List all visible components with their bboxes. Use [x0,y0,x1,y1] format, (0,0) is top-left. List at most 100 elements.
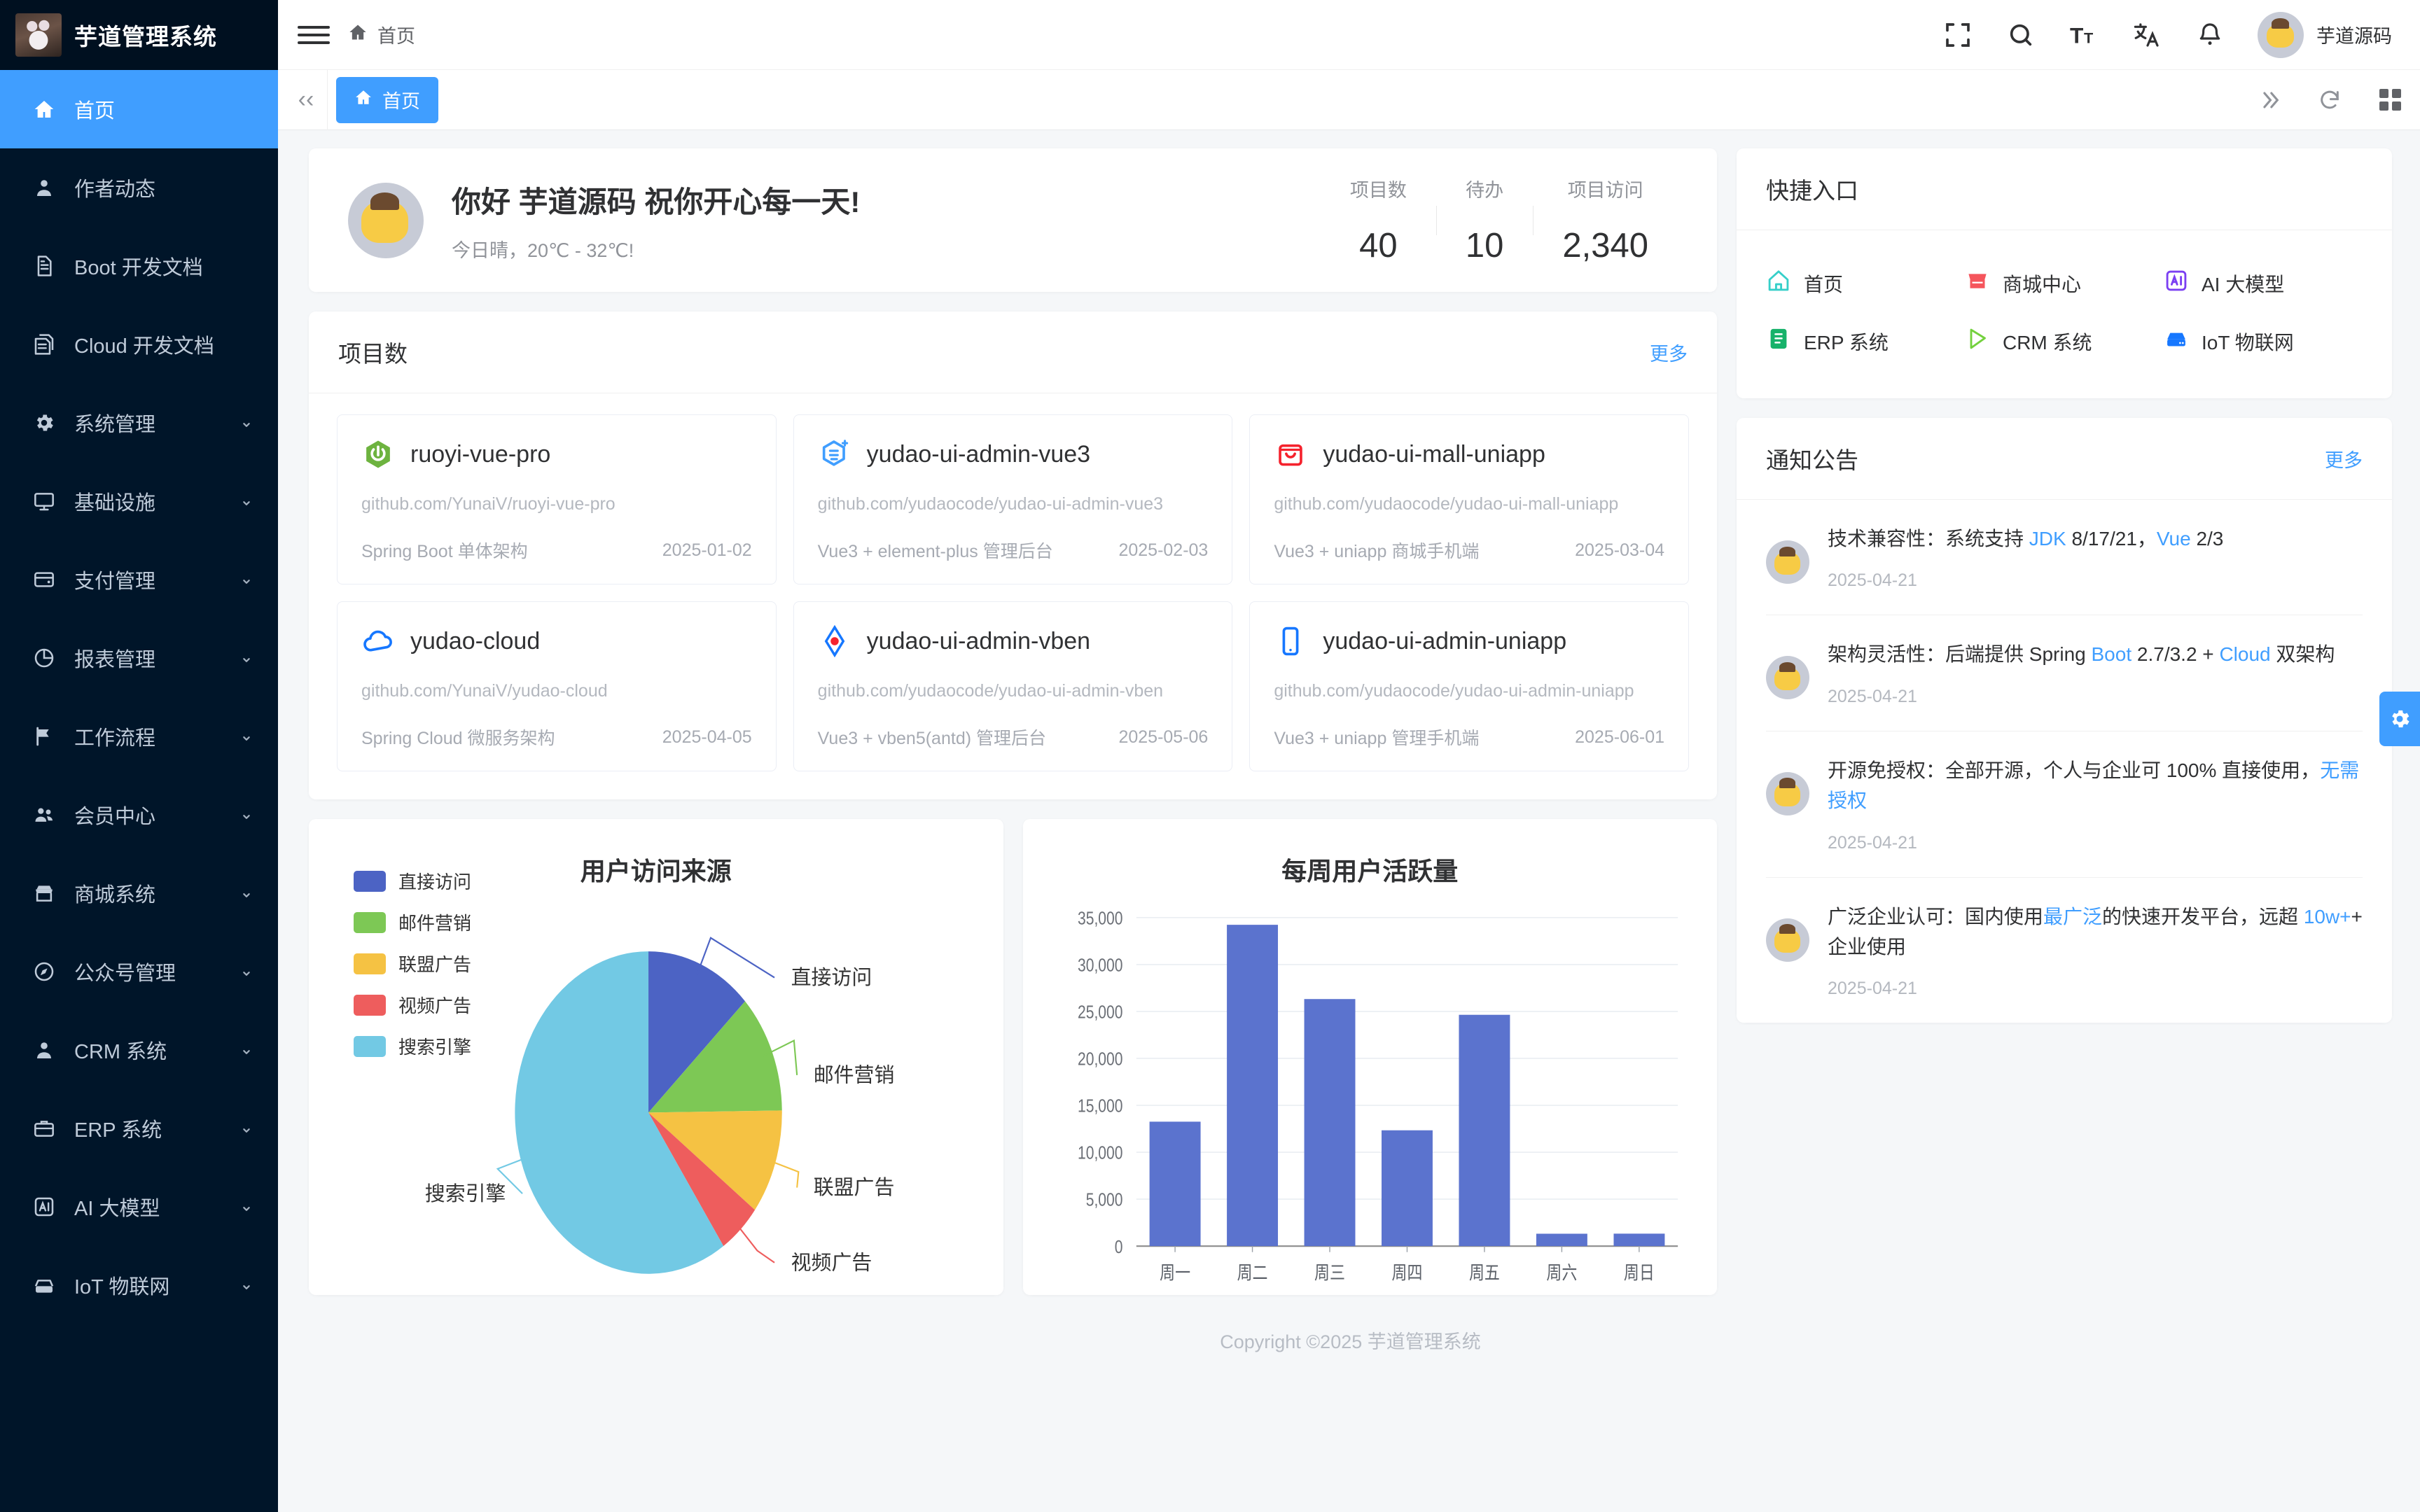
pikachu-avatar [348,182,424,258]
hamburger-icon[interactable] [298,19,330,51]
cloud-icon [361,624,395,658]
project-date: 2025-02-03 [1118,540,1209,560]
project-name: ruoyi-vue-pro [410,440,551,468]
spring-boot-icon [361,438,395,471]
rabbit-logo-icon [15,13,62,57]
quick-link-1[interactable]: 商城中心 [1965,254,2164,312]
svg-text:5,000: 5,000 [1085,1190,1122,1210]
legend-item-4[interactable]: 搜索引擎 [354,1033,471,1059]
sidebar-item-label: Boot 开发文档 [74,257,203,279]
sidebar-item-6[interactable]: 支付管理 [0,540,278,619]
flag-icon [32,724,56,748]
pie-legend: 直接访问邮件营销联盟广告视频广告搜索引擎 [354,868,471,1059]
legend-label: 联盟广告 [398,954,472,975]
fullscreen-icon[interactable] [1942,20,1973,50]
sidebar-item-12[interactable]: CRM 系统 [0,1011,278,1089]
briefcase-icon [32,1116,56,1140]
sidebar-item-14[interactable]: AI 大模型 [0,1168,278,1246]
notice-item-3[interactable]: 广泛企业认可：国内使用最广泛的快速开发平台，远超 10w++ 企业使用 2025-… [1766,878,2363,1023]
legend-item-0[interactable]: 直接访问 [354,868,471,894]
project-card-5[interactable]: yudao-ui-admin-uniapp github.com/yudaocod… [1249,601,1690,771]
notice-item-0[interactable]: 技术兼容性：系统支持 JDK 8/17/21，Vue 2/3 2025-04-21 [1766,500,2363,616]
projects-more-link[interactable]: 更多 [1650,343,1688,365]
project-card-4[interactable]: yudao-ui-admin-vben github.com/yudaocode/… [793,601,1233,771]
sidebar-item-1[interactable]: 作者动态 [0,148,278,227]
project-card-0[interactable]: ruoyi-vue-pro github.com/YunaiV/ruoyi-vue… [337,414,777,584]
quick-link-4[interactable]: CRM 系统 [1965,312,2164,370]
chevron-down-icon [239,493,254,509]
sidebar: 芋道管理系统 首页 作者动态 Boot 开发文档 Cloud 开发文档 系统管理 基础设施… [0,0,278,1512]
user-icon [32,1038,56,1062]
chevron-down-icon [239,650,254,666]
mobile-icon [1274,624,1307,658]
erp-icon [1766,326,1791,356]
notices-more-link[interactable]: 更多 [2325,449,2363,471]
project-card-1[interactable]: yudao-ui-admin-vue3 github.com/yudaocode/… [793,414,1233,584]
user-menu[interactable]: 芋道源码 [2258,11,2392,58]
project-date: 2025-03-04 [1575,540,1665,560]
sidebar-item-10[interactable]: 商城系统 [0,854,278,932]
pikachu-avatar [1766,771,1809,816]
quick-link-label: CRM 系统 [2002,331,2092,354]
divider [327,69,328,130]
double-chevron-right-icon[interactable] [2239,70,2300,130]
project-url: github.com/YunaiV/ruoyi-vue-pro [361,494,616,514]
quick-link-3[interactable]: ERP 系统 [1766,312,1965,370]
stat-label: 待办 [1466,180,1504,201]
refresh-icon[interactable] [2300,70,2360,130]
svg-text:周日: 周日 [1623,1263,1654,1284]
sidebar-item-8[interactable]: 工作流程 [0,697,278,776]
project-desc: Vue3 + uniapp 管理手机端 [1274,729,1480,748]
sidebar-item-label: 会员中心 [74,806,156,828]
quick-link-label: 首页 [1804,273,1844,295]
project-meta: Vue3 + uniapp 管理手机端 2025-06-01 [1274,724,1664,750]
translate-icon[interactable] [2132,20,2162,50]
settings-gear-icon[interactable] [2379,692,2420,746]
notice-body: 开源免授权：全部开源，个人与企业可 100% 直接使用，无需授权 2025-04-… [1828,755,2363,853]
double-chevron-left-icon[interactable]: ‹‹ [298,86,314,113]
tab-home[interactable]: 首页 [336,76,438,123]
sidebar-item-5[interactable]: 基础设施 [0,462,278,540]
ai-icon [32,1195,56,1219]
project-url: github.com/yudaocode/yudao-ui-admin-unia… [1274,681,1634,701]
sidebar-item-13[interactable]: ERP 系统 [0,1089,278,1168]
bell-icon[interactable] [2195,20,2225,50]
sidebar-item-15[interactable]: IoT 物联网 [0,1246,278,1324]
project-card-3[interactable]: yudao-cloud github.com/YunaiV/yudao-cloud… [337,601,777,771]
quick-link-label: ERP 系统 [1804,331,1889,354]
project-name: yudao-ui-admin-uniapp [1323,627,1567,654]
quick-link-5[interactable]: IoT 物联网 [2164,312,2363,370]
pikachu-avatar [2258,11,2304,58]
notice-item-2[interactable]: 开源免授权：全部开源，个人与企业可 100% 直接使用，无需授权 2025-04-… [1766,732,2363,878]
search-icon[interactable] [2005,20,2036,50]
stat-2: 项目访问 2,340 [1533,175,1678,265]
chevron-down-icon [239,1042,254,1058]
sidebar-item-9[interactable]: 会员中心 [0,776,278,854]
sidebar-item-2[interactable]: Boot 开发文档 [0,227,278,305]
project-date: 2025-05-06 [1118,727,1209,747]
content-columns: 你好 芋道源码 祝你开心每一天! 今日晴，20℃ - 32℃! 项目数 40 待办 1… [309,148,2392,1295]
legend-item-2[interactable]: 联盟广告 [354,951,471,976]
quick-link-2[interactable]: AI 大模型 [2164,254,2363,312]
legend-item-3[interactable]: 视频广告 [354,992,471,1018]
brand-logo[interactable]: 芋道管理系统 [0,0,278,70]
notice-date: 2025-04-21 [1828,686,1917,706]
legend-item-1[interactable]: 邮件营销 [354,909,471,935]
grid-icon[interactable] [2360,70,2420,130]
sidebar-item-7[interactable]: 报表管理 [0,619,278,697]
sidebar-item-3[interactable]: Cloud 开发文档 [0,305,278,384]
sidebar-item-4[interactable]: 系统管理 [0,384,278,462]
sidebar-item-0[interactable]: 首页 [0,70,278,148]
project-header: yudao-ui-admin-uniapp [1274,624,1664,658]
breadcrumb[interactable]: 首页 [348,21,415,48]
notice-item-1[interactable]: 架构灵活性：后端提供 Spring Boot 2.7/3.2 + Cloud 双… [1766,615,2363,732]
user-icon [32,176,56,200]
sidebar-item-11[interactable]: 公众号管理 [0,932,278,1011]
project-name: yudao-ui-mall-uniapp [1323,440,1545,468]
quick-link-0[interactable]: 首页 [1766,254,1965,312]
chevron-down-icon [239,807,254,822]
project-card-2[interactable]: yudao-ui-mall-uniapp github.com/yudaocode… [1249,414,1690,584]
bar-chart: 0 5,000 10,000 15,000 20,000 25,000 30,000 35,0… [1044,888,1697,1308]
sidebar-item-label: 公众号管理 [74,962,176,985]
